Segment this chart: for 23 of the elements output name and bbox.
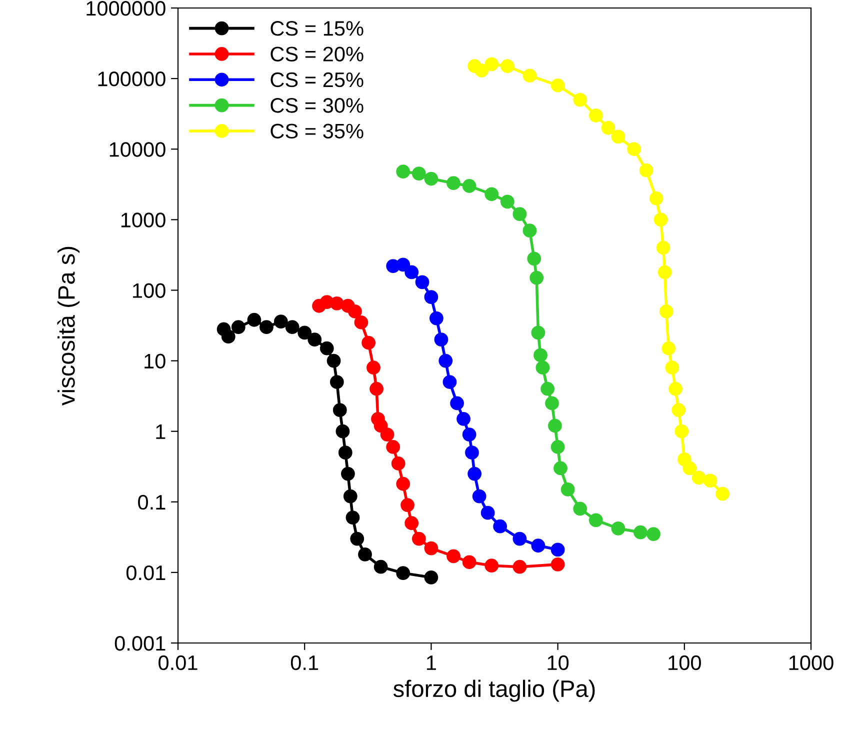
y-tick-label: 1000000 — [86, 1, 166, 16]
x-axis-title: sforzo di taglio (Pa) — [393, 680, 595, 702]
y-tick-label: 0.01 — [126, 565, 166, 580]
x-tick-label: 100 — [668, 655, 701, 670]
x-tick-label: 0.01 — [158, 655, 198, 670]
x-tick-label: 1000 — [789, 655, 834, 670]
y-tick-label: 1 — [156, 424, 166, 439]
y-tick-label: 0.001 — [114, 636, 166, 651]
y-tick-label: 1000 — [121, 212, 166, 228]
legend-label: CS = 20% — [270, 46, 364, 62]
y-tick-label: 10000 — [110, 142, 166, 157]
y-tick-label: 10 — [144, 354, 166, 369]
legend-label: CS = 30% — [270, 98, 364, 113]
x-tick-label: 10 — [548, 655, 569, 670]
legend-label: CS = 25% — [270, 72, 364, 88]
legend-label: CS = 15% — [270, 21, 364, 36]
y-tick-label: 100 — [133, 283, 166, 298]
x-tick-label: 0.1 — [290, 655, 318, 670]
x-tick-label: 1 — [426, 656, 436, 670]
y-tick-label: 100000 — [98, 72, 166, 86]
legend-label: CS = 35% — [270, 124, 364, 138]
y-tick-label: 0.1 — [138, 494, 166, 510]
y-axis-title: viscosità (Pa s) — [57, 246, 80, 406]
